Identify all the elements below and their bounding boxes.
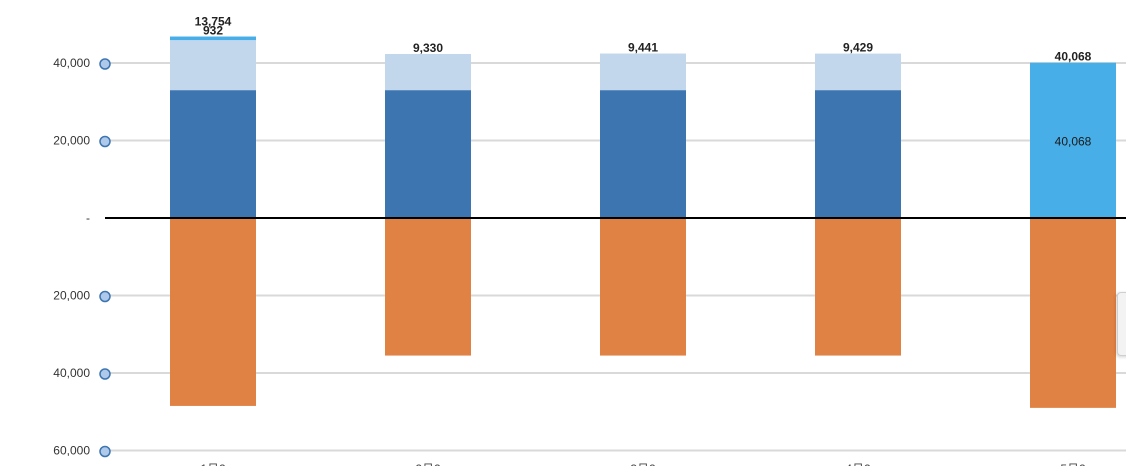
bar-0-series-2 xyxy=(170,36,256,41)
data-label-0-0: 13,754 xyxy=(195,15,232,29)
inner-label-4: 40,068 xyxy=(1055,135,1092,149)
y-tick-marker-4 xyxy=(99,368,111,380)
y-tick-label-2: - xyxy=(86,211,90,225)
category-label-3: 4月2 xyxy=(845,462,871,466)
bar-2-series-0 xyxy=(600,90,686,218)
bar-0-series-0 xyxy=(170,90,256,218)
bar-1-series-3 xyxy=(385,218,471,356)
y-tick-label-1: 20,000 xyxy=(53,134,90,148)
data-label-3-0: 9,429 xyxy=(843,41,873,55)
bar-3-series-0 xyxy=(815,90,901,218)
y-tick-marker-5 xyxy=(99,445,111,458)
y-tick-marker-3 xyxy=(99,290,111,303)
y-tick-label-3: 20,000 xyxy=(53,289,90,303)
y-tick-label-4: 40,000 xyxy=(53,366,90,380)
side-panel-tab[interactable] xyxy=(1117,292,1126,356)
bar-1-series-0 xyxy=(385,90,471,218)
bar-2-series-1 xyxy=(600,53,686,91)
data-label-1-0: 9,330 xyxy=(413,41,443,55)
data-label-0-1: 932 xyxy=(203,24,223,38)
bar-1-series-1 xyxy=(385,53,471,91)
bar-4-series-2 xyxy=(1030,62,1116,219)
bar-4-series-3 xyxy=(1030,218,1116,408)
bar-3-series-1 xyxy=(815,53,901,91)
bar-0-series-1 xyxy=(170,40,256,91)
data-label-2-0: 9,441 xyxy=(628,41,658,55)
category-label-1: 2月2 xyxy=(415,462,441,466)
category-label-4: 5月2 xyxy=(1060,462,1086,466)
y-tick-marker-0 xyxy=(99,58,111,70)
bar-0-series-3 xyxy=(170,218,256,406)
bar-3-series-3 xyxy=(815,218,901,356)
y-tick-label-5: 60,000 xyxy=(53,444,90,458)
category-label-0: 1月2 xyxy=(200,462,226,466)
y-tick-marker-1 xyxy=(99,135,111,148)
category-label-2: 3月2 xyxy=(630,462,656,466)
data-label-4-0: 40,068 xyxy=(1055,50,1092,64)
y-tick-label-0: 40,000 xyxy=(53,56,90,70)
bar-2-series-3 xyxy=(600,218,686,356)
